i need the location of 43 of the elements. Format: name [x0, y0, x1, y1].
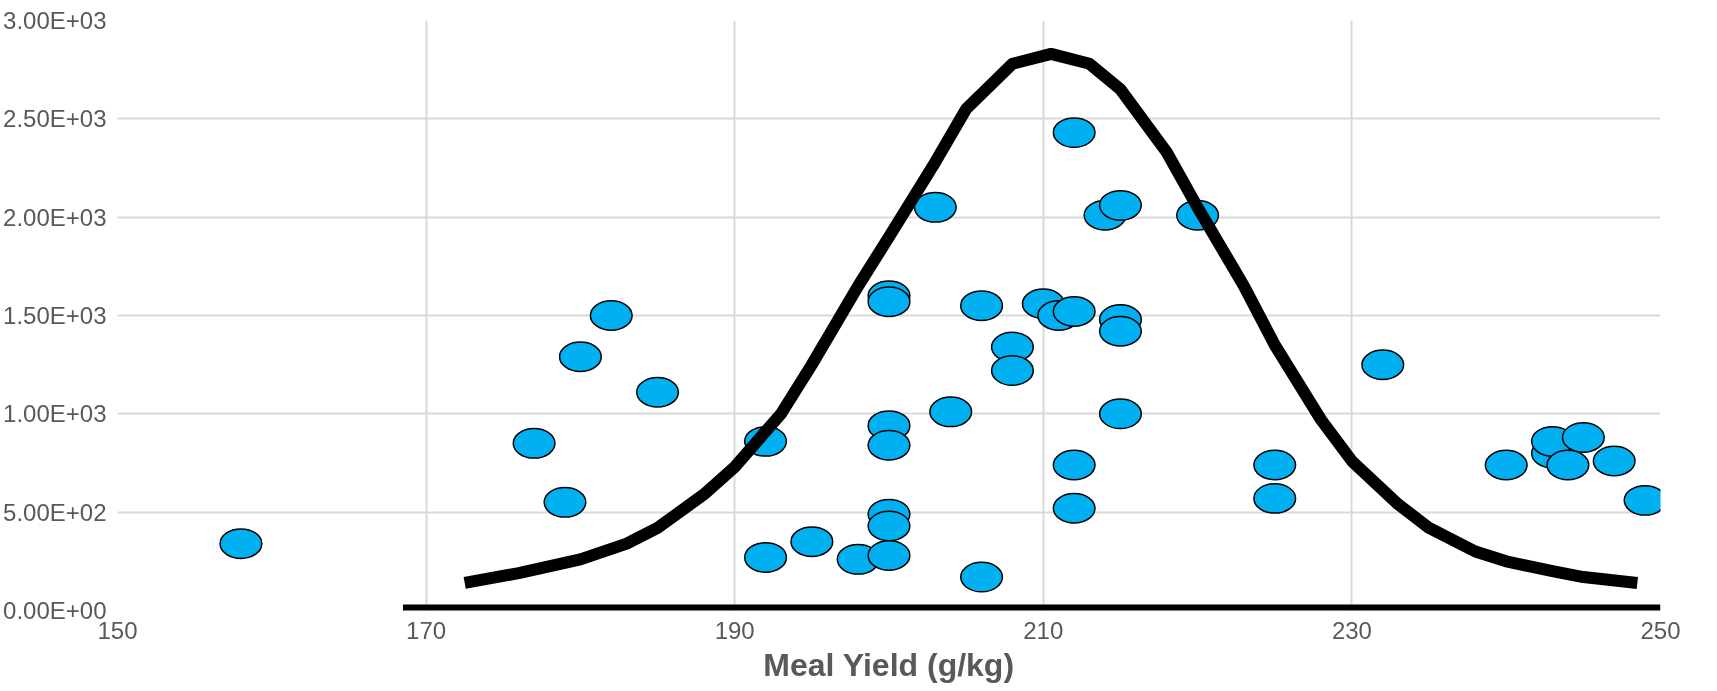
point [589, 300, 633, 331]
x-tick-label: 210 [1023, 616, 1064, 644]
point [743, 541, 788, 573]
point [1561, 421, 1605, 453]
point [543, 486, 587, 518]
point [867, 510, 911, 542]
point [219, 528, 263, 560]
x-tick-label: 230 [1331, 616, 1372, 644]
point [635, 376, 680, 408]
point [1546, 449, 1590, 481]
y-tick-label: 1.50E+03 [3, 302, 107, 329]
point [1098, 315, 1143, 347]
point [512, 427, 556, 459]
point [790, 526, 834, 558]
y-tick-label: 1.00E+03 [3, 400, 107, 428]
y-tick-label: 5.00E+02 [3, 498, 107, 526]
point [867, 539, 911, 571]
x-tick-label: 250 [1640, 616, 1681, 644]
point [1098, 189, 1143, 221]
y-tick-label: 3.00E+03 [3, 7, 107, 34]
point [1052, 296, 1096, 328]
point [1052, 117, 1096, 149]
point [1592, 445, 1636, 477]
x-tick-label: 170 [406, 616, 447, 644]
point [960, 290, 1004, 322]
point [1253, 449, 1297, 481]
y-tick-label: 2.50E+03 [3, 105, 107, 133]
x-tick-label: 190 [714, 616, 755, 644]
point [867, 286, 911, 318]
point [867, 429, 911, 461]
point [929, 396, 973, 428]
point [1253, 482, 1297, 514]
point [1484, 449, 1528, 481]
point [913, 191, 957, 223]
point [960, 561, 1004, 593]
point [1361, 349, 1405, 381]
point [558, 341, 602, 373]
point [1052, 449, 1096, 481]
y-tick-label: 2.00E+03 [3, 203, 107, 231]
point [1052, 492, 1096, 524]
x-axis-title: Meal Yield (g/kg) [763, 646, 1015, 683]
point [1098, 398, 1143, 430]
point [990, 355, 1035, 387]
